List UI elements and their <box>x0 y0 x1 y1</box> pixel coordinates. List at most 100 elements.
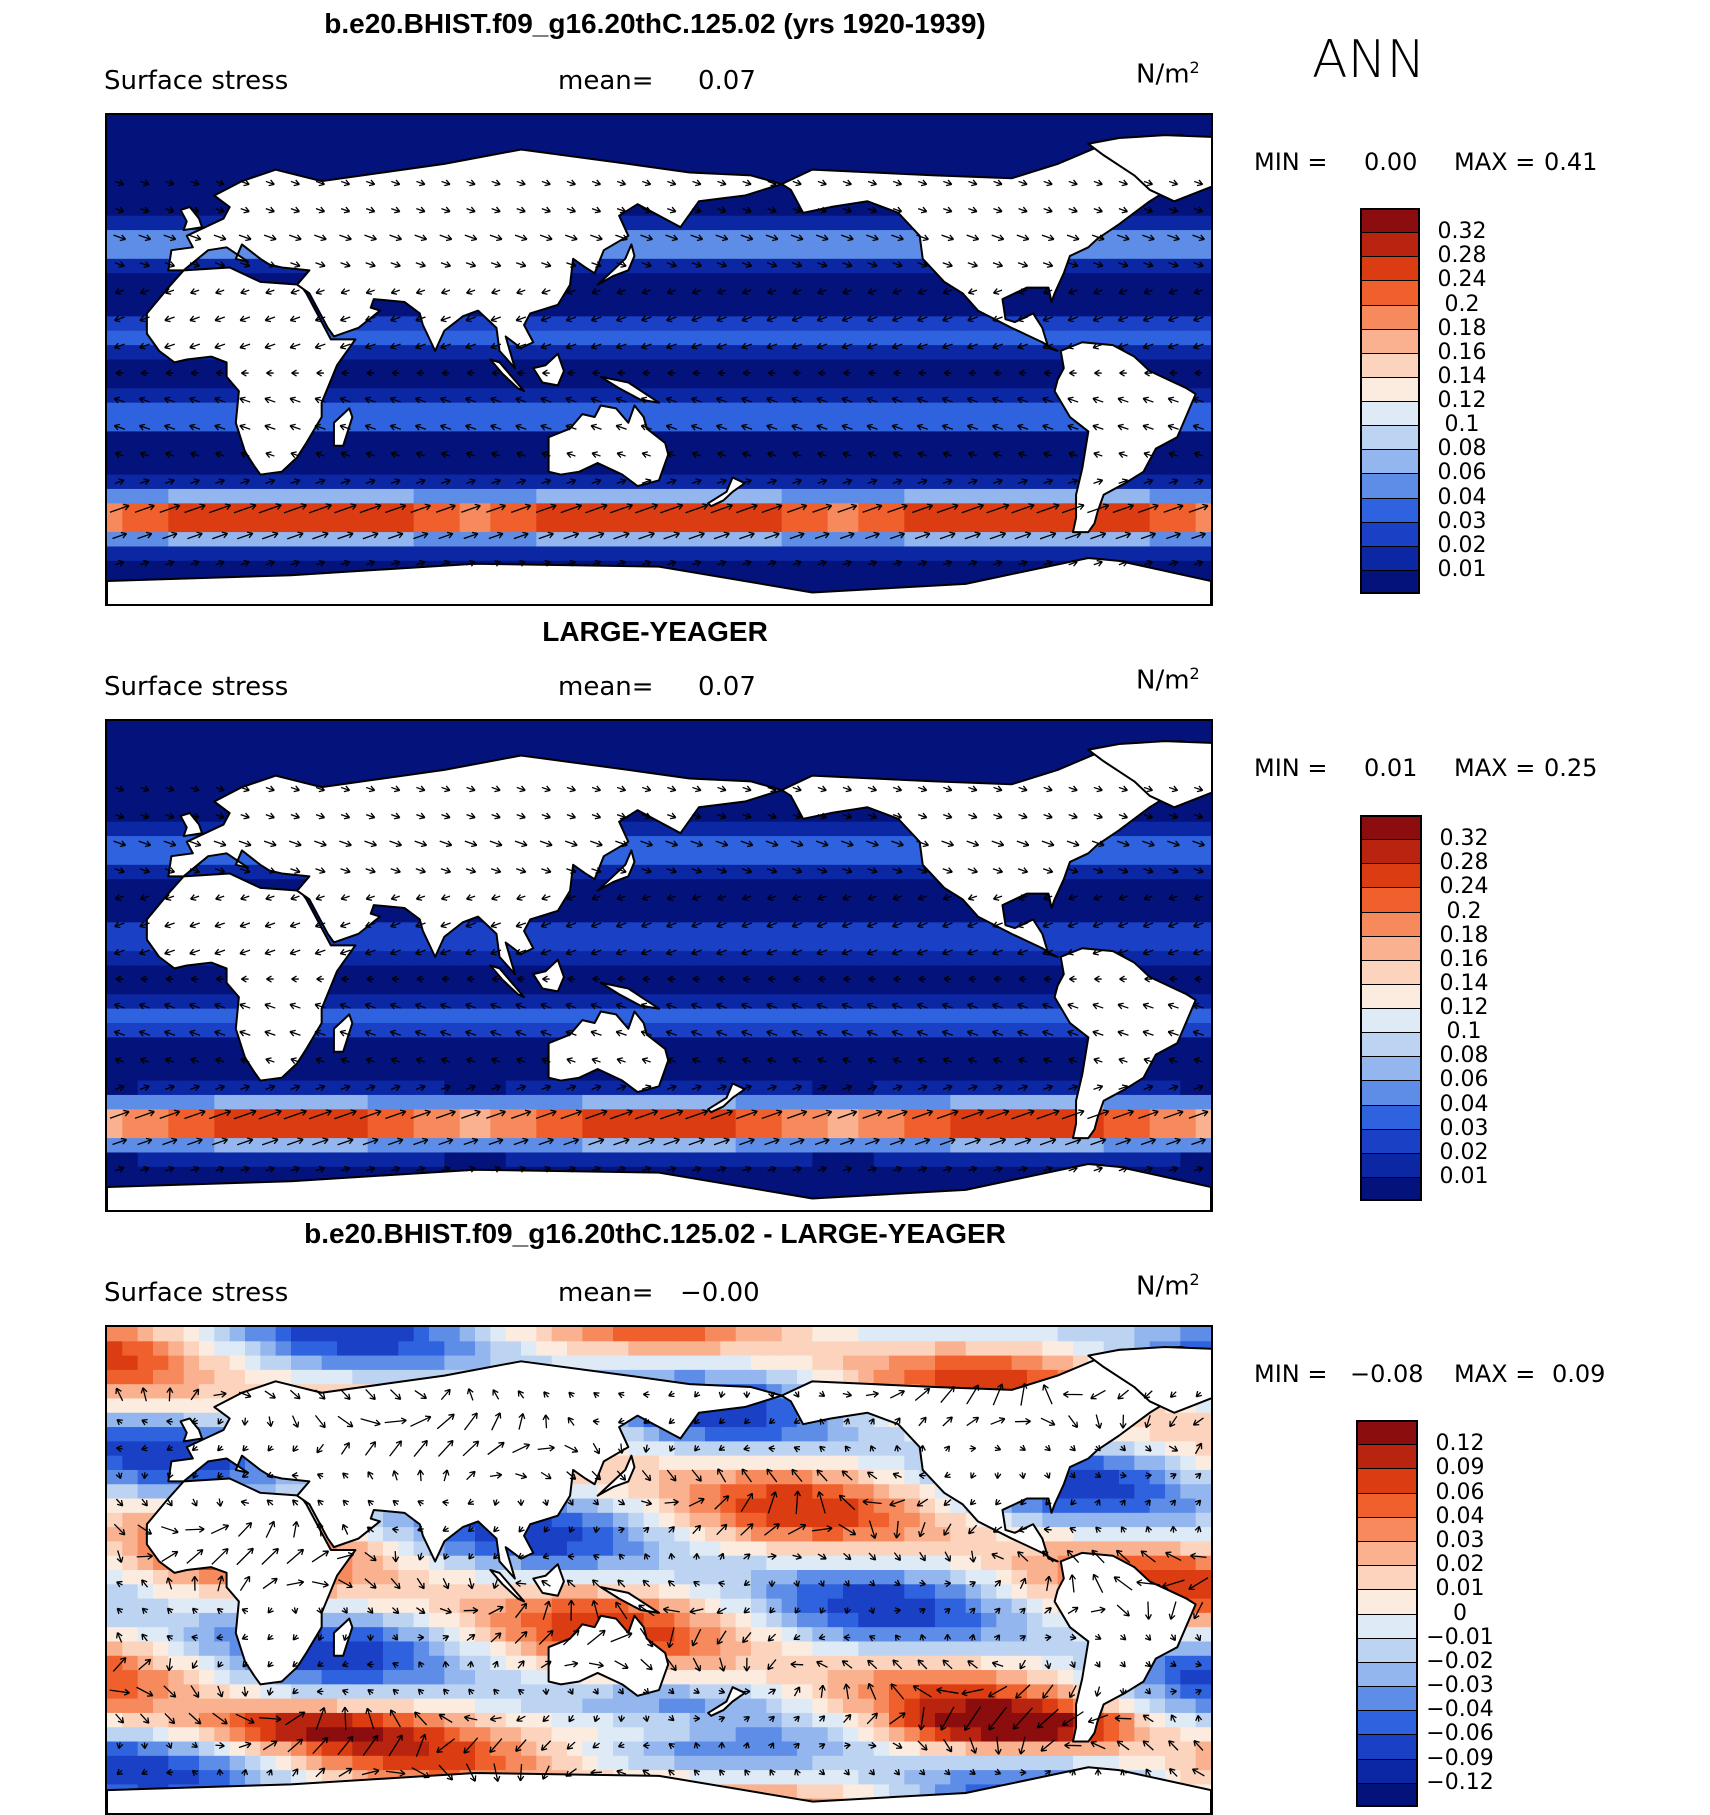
stress-arrow <box>515 1579 527 1587</box>
stress-arrow <box>463 1412 478 1431</box>
stress-arrow <box>789 1137 805 1146</box>
stress-arrow <box>591 261 602 268</box>
stress-arrow <box>866 1002 878 1010</box>
stress-arrow <box>560 503 583 514</box>
stress-arrow <box>1166 1137 1181 1146</box>
stress-arrow <box>641 785 652 793</box>
stress-arrow <box>668 1769 675 1776</box>
stress-arrow <box>568 1391 575 1399</box>
stress-arrow <box>286 1579 305 1587</box>
stress-arrow <box>1118 559 1128 567</box>
stress-arrow <box>290 785 300 793</box>
stress-arrow <box>291 369 299 377</box>
stress-arrow <box>441 179 451 187</box>
stress-arrow <box>285 1711 306 1726</box>
stress-arrow <box>390 921 401 929</box>
stress-arrow <box>1068 451 1078 458</box>
stress-arrow <box>216 1633 224 1641</box>
stress-arrow <box>791 315 803 323</box>
stress-arrow <box>217 1444 224 1452</box>
stress-arrow <box>215 451 225 458</box>
coastline-antarctica <box>107 556 1211 604</box>
stress-arrow <box>1093 1165 1103 1173</box>
stress-arrow <box>1144 1415 1152 1429</box>
stress-arrow <box>390 261 401 268</box>
stress-arrow <box>991 234 1005 242</box>
stress-arrow <box>491 1057 501 1064</box>
stress-arrow <box>942 261 953 268</box>
stress-arrow <box>717 975 726 983</box>
stress-arrow <box>943 179 953 187</box>
stress-arrow <box>464 840 478 848</box>
stress-arrow <box>740 840 754 848</box>
stress-arrow <box>1018 812 1028 820</box>
stress-arrow <box>1195 1689 1202 1696</box>
stress-arrow <box>491 785 501 793</box>
stress-arrow <box>416 179 426 187</box>
stress-arrow <box>566 451 576 458</box>
stress-arrow <box>812 1109 833 1119</box>
stress-arrow <box>465 396 477 404</box>
stress-arrow <box>690 423 703 431</box>
stress-arrow <box>1090 1389 1106 1400</box>
stress-arrow <box>1168 1767 1178 1777</box>
stress-arrow <box>364 396 376 404</box>
stress-arrow <box>491 559 501 567</box>
stress-arrow <box>591 1600 600 1621</box>
stress-arrow <box>215 1084 225 1092</box>
coastline-antarctica <box>107 1766 1211 1813</box>
stress-arrow <box>591 785 602 793</box>
stress-arrow <box>389 1029 401 1037</box>
stress-arrow <box>490 948 502 956</box>
stress-arrow <box>966 840 980 848</box>
stress-arrow <box>1019 1659 1026 1670</box>
stress-arrow <box>390 288 401 295</box>
stress-arrow <box>1093 785 1103 793</box>
stress-arrow <box>991 423 1004 431</box>
stress-arrow <box>1095 1414 1103 1429</box>
stress-arrow <box>439 1029 452 1037</box>
stress-arrow <box>917 812 928 820</box>
stress-arrow <box>364 1551 377 1562</box>
stress-arrow <box>440 1057 451 1064</box>
stress-arrow <box>1117 1029 1129 1037</box>
units-label: N/m2 <box>1136 1270 1200 1302</box>
stress-arrow <box>641 206 652 214</box>
stress-arrow <box>817 451 827 458</box>
stress-arrow <box>743 1553 751 1560</box>
stress-arrow <box>942 1057 953 1064</box>
stress-arrow <box>641 1084 652 1092</box>
stress-arrow <box>189 396 201 404</box>
stress-arrow <box>315 288 325 295</box>
stress-arrow <box>116 1632 123 1643</box>
stress-arrow <box>739 531 755 540</box>
stress-arrow <box>667 369 676 377</box>
stress-arrow <box>364 948 376 956</box>
stress-arrow <box>441 785 451 793</box>
stress-arrow <box>415 288 426 295</box>
stress-arrow <box>565 315 577 323</box>
colorbar-tick-label: 0.12 <box>1435 1431 1485 1457</box>
stress-arrow <box>365 1057 375 1064</box>
stress-arrow <box>969 1768 976 1775</box>
stress-arrow <box>1167 948 1179 956</box>
stress-arrow <box>189 948 201 956</box>
stress-arrow <box>240 812 250 820</box>
stress-arrow <box>1161 1579 1185 1589</box>
stress-arrow <box>389 948 401 956</box>
stress-arrow <box>1142 423 1154 431</box>
stress-arrow <box>440 1388 451 1401</box>
stress-arrow <box>717 179 727 187</box>
stress-arrow <box>642 1769 651 1776</box>
stress-arrow <box>491 894 501 901</box>
stress-arrow <box>543 1526 550 1533</box>
stress-arrow <box>716 894 727 901</box>
stress-arrow <box>992 342 1003 350</box>
stress-arrow <box>743 1579 751 1587</box>
stress-arrow <box>236 1547 254 1566</box>
stress-arrow <box>364 1578 377 1589</box>
stress-arrow <box>919 1608 926 1615</box>
coastline-newguinea <box>599 1586 660 1614</box>
stress-arrow <box>415 867 426 874</box>
stress-arrow <box>1068 288 1078 295</box>
